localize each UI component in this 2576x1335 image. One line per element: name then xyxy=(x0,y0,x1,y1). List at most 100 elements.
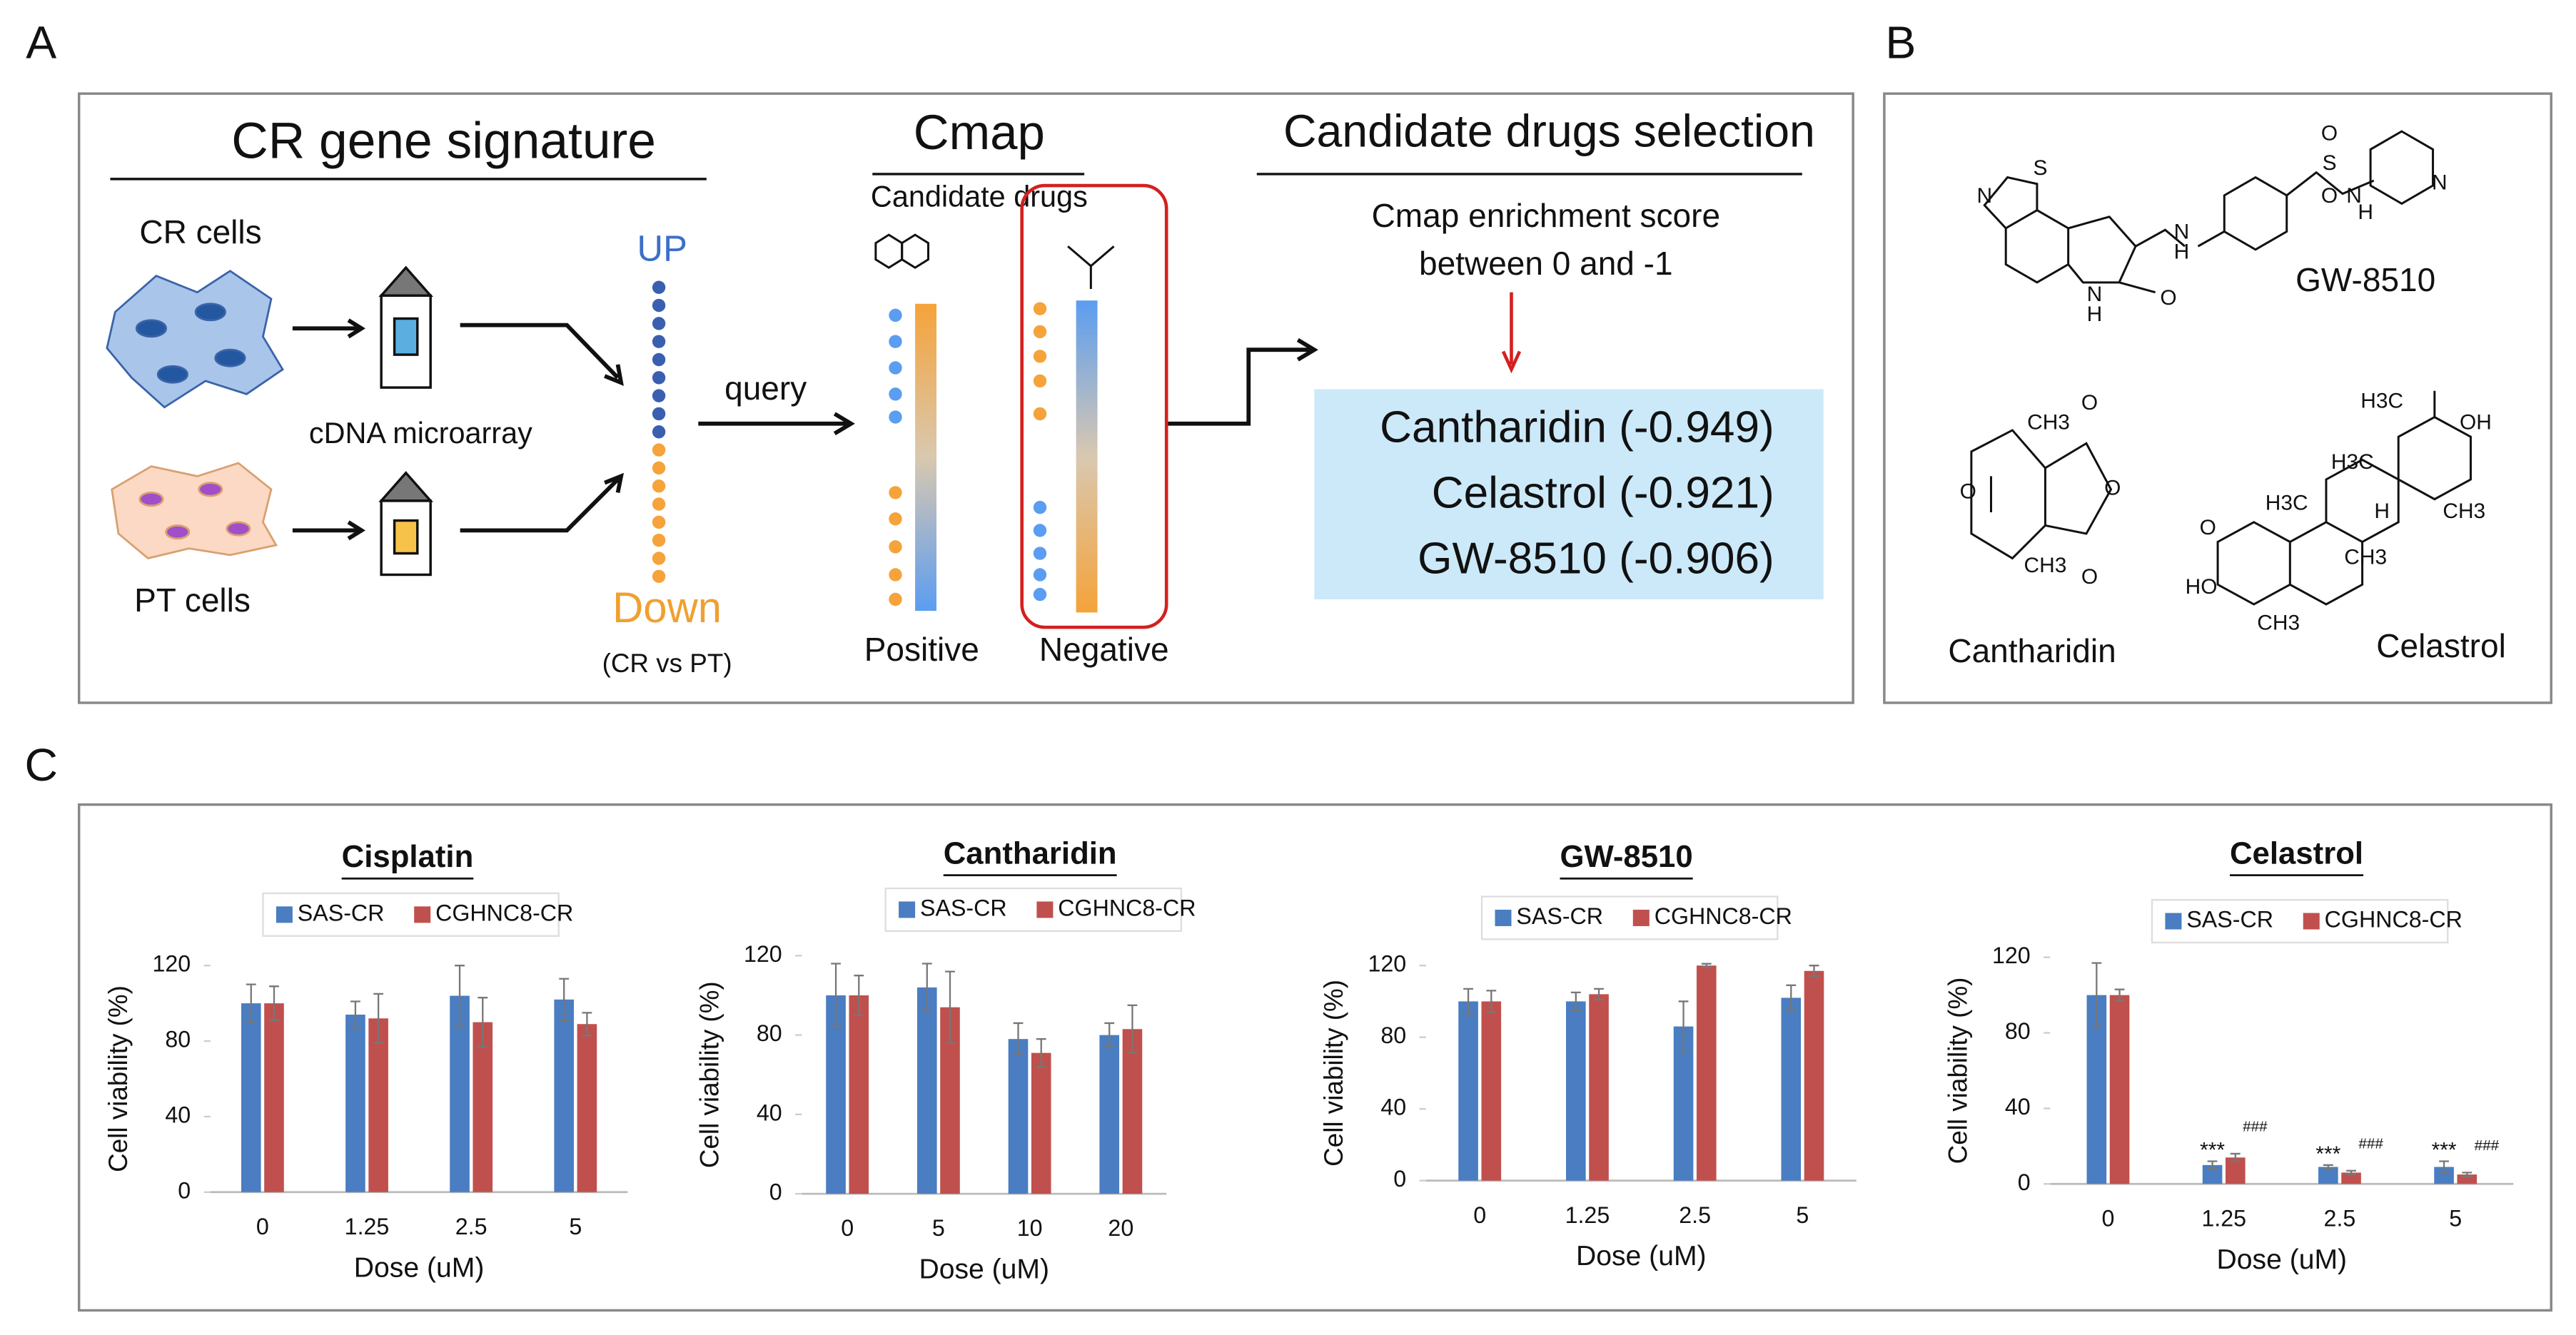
x-tick-label: 2.5 xyxy=(2324,1205,2356,1231)
atom-label: H3C xyxy=(2360,390,2403,413)
pt-cells-icon xyxy=(111,462,278,559)
dot xyxy=(1033,350,1047,363)
atom-label: O xyxy=(2200,516,2216,539)
x-axis-label: Dose (uM) xyxy=(354,1252,485,1283)
charts: Cisplatin SAS-CR CGHNC8-CR 0 40 80 120 Cell via… xyxy=(103,836,2514,1285)
label: query xyxy=(724,370,807,407)
legend-label: SAS-CR xyxy=(1516,903,1603,929)
panel-label: A xyxy=(26,16,56,68)
error-bar xyxy=(1678,1000,1689,1052)
panel-c-frame xyxy=(77,803,2552,1312)
dot xyxy=(652,407,666,421)
error-bar xyxy=(1463,988,1473,1015)
highlight-box xyxy=(1020,183,1168,629)
atom-label: H xyxy=(2358,200,2373,224)
dot xyxy=(652,425,666,439)
error-bar xyxy=(1036,1038,1046,1068)
error-bar xyxy=(1127,1004,1138,1054)
bar xyxy=(1481,1001,1502,1181)
atom-label: S xyxy=(2034,156,2048,180)
error-bar xyxy=(559,978,570,1022)
legend-swatch xyxy=(1036,901,1054,918)
dot xyxy=(652,569,666,583)
atom-label: CH3 xyxy=(2027,411,2070,435)
x-tick-label: 0 xyxy=(1473,1202,1486,1228)
bar xyxy=(2341,1172,2361,1184)
atom-label: H xyxy=(2374,499,2390,523)
chart-title: Celastrol xyxy=(2230,836,2363,871)
y-axis-label: Cell viability (%) xyxy=(1319,980,1348,1167)
arrows xyxy=(292,318,1318,541)
y-axis-label: Cell viability (%) xyxy=(103,985,133,1172)
atom-label: CH3 xyxy=(2443,499,2485,523)
legend-frame xyxy=(1480,895,1779,940)
bar xyxy=(1804,970,1824,1181)
atom-label: CH3 xyxy=(2344,545,2387,569)
x-tick-label: 5 xyxy=(569,1214,582,1239)
heading: Cmap xyxy=(914,104,1045,160)
bar xyxy=(1458,1001,1478,1181)
molecule-name: Celastrol xyxy=(2376,627,2506,664)
atom-label: O xyxy=(2160,286,2176,310)
y-tick-label: 80 xyxy=(165,1027,191,1052)
error-bar xyxy=(2207,1160,2218,1170)
bar xyxy=(2109,995,2130,1184)
atom-label: O xyxy=(2081,565,2098,589)
dot xyxy=(889,592,902,606)
bar xyxy=(554,999,574,1192)
label: Positive xyxy=(864,631,979,668)
candidate-box xyxy=(1314,389,1824,599)
atom-label: CH3 xyxy=(2024,554,2067,577)
y-tick-label: 120 xyxy=(152,951,191,977)
error-bar xyxy=(2323,1164,2333,1170)
dot xyxy=(889,540,902,554)
bar xyxy=(1031,1052,1051,1194)
x-tick-label: 0 xyxy=(256,1214,269,1239)
legend-swatch xyxy=(1495,909,1512,926)
atom-label: N xyxy=(2432,171,2448,195)
atom-label: O xyxy=(2321,184,2338,208)
x-axis-label: Dose (uM) xyxy=(919,1254,1049,1285)
dot xyxy=(1033,587,1047,601)
y-tick-label: 0 xyxy=(178,1177,191,1203)
atom-label: O xyxy=(1960,479,1976,503)
dot xyxy=(652,552,666,565)
x-tick-label: 5 xyxy=(1796,1202,1809,1228)
dot xyxy=(652,515,666,529)
significance: ### xyxy=(2243,1119,2268,1135)
error-bar xyxy=(582,1012,592,1037)
dot xyxy=(652,335,666,348)
molecule-name: GW-8510 xyxy=(2295,261,2435,298)
atom-label: O xyxy=(2321,122,2338,146)
atom-label: CH3 xyxy=(2257,611,2300,634)
bar xyxy=(1781,998,1802,1181)
dot xyxy=(1033,524,1047,537)
error-bar xyxy=(921,963,932,1012)
error-bar xyxy=(2462,1172,2473,1177)
label: (CR vs PT) xyxy=(602,649,732,678)
chart-title: GW-8510 xyxy=(1560,839,1692,874)
bar xyxy=(1696,965,1717,1181)
candidate: GW-8510 (-0.906) xyxy=(1418,534,1774,583)
bar xyxy=(916,987,937,1194)
dot xyxy=(652,280,666,294)
legend-frame xyxy=(884,887,1183,933)
error-bar xyxy=(2230,1152,2241,1162)
error-bar xyxy=(1104,1022,1115,1048)
x-tick-label: 5 xyxy=(2449,1205,2462,1231)
atom-label: N xyxy=(2087,283,2103,306)
label: Negative xyxy=(1039,631,1169,668)
panel-label: B xyxy=(1885,16,1916,68)
dot xyxy=(652,371,666,385)
error-bar xyxy=(854,975,864,1016)
x-tick-label: 1.25 xyxy=(1565,1202,1610,1228)
candidate: Cantharidin (-0.949) xyxy=(1380,402,1774,452)
legend-label: CGHNC8-CR xyxy=(435,900,573,925)
panel-a-frame xyxy=(77,92,1854,704)
dot xyxy=(1033,302,1047,315)
x-tick-label: 0 xyxy=(2101,1205,2114,1231)
panel-label: C xyxy=(25,739,59,791)
atom-label: N xyxy=(2174,220,2190,244)
legend-label: SAS-CR xyxy=(298,900,385,925)
error-bar xyxy=(1594,988,1604,1001)
